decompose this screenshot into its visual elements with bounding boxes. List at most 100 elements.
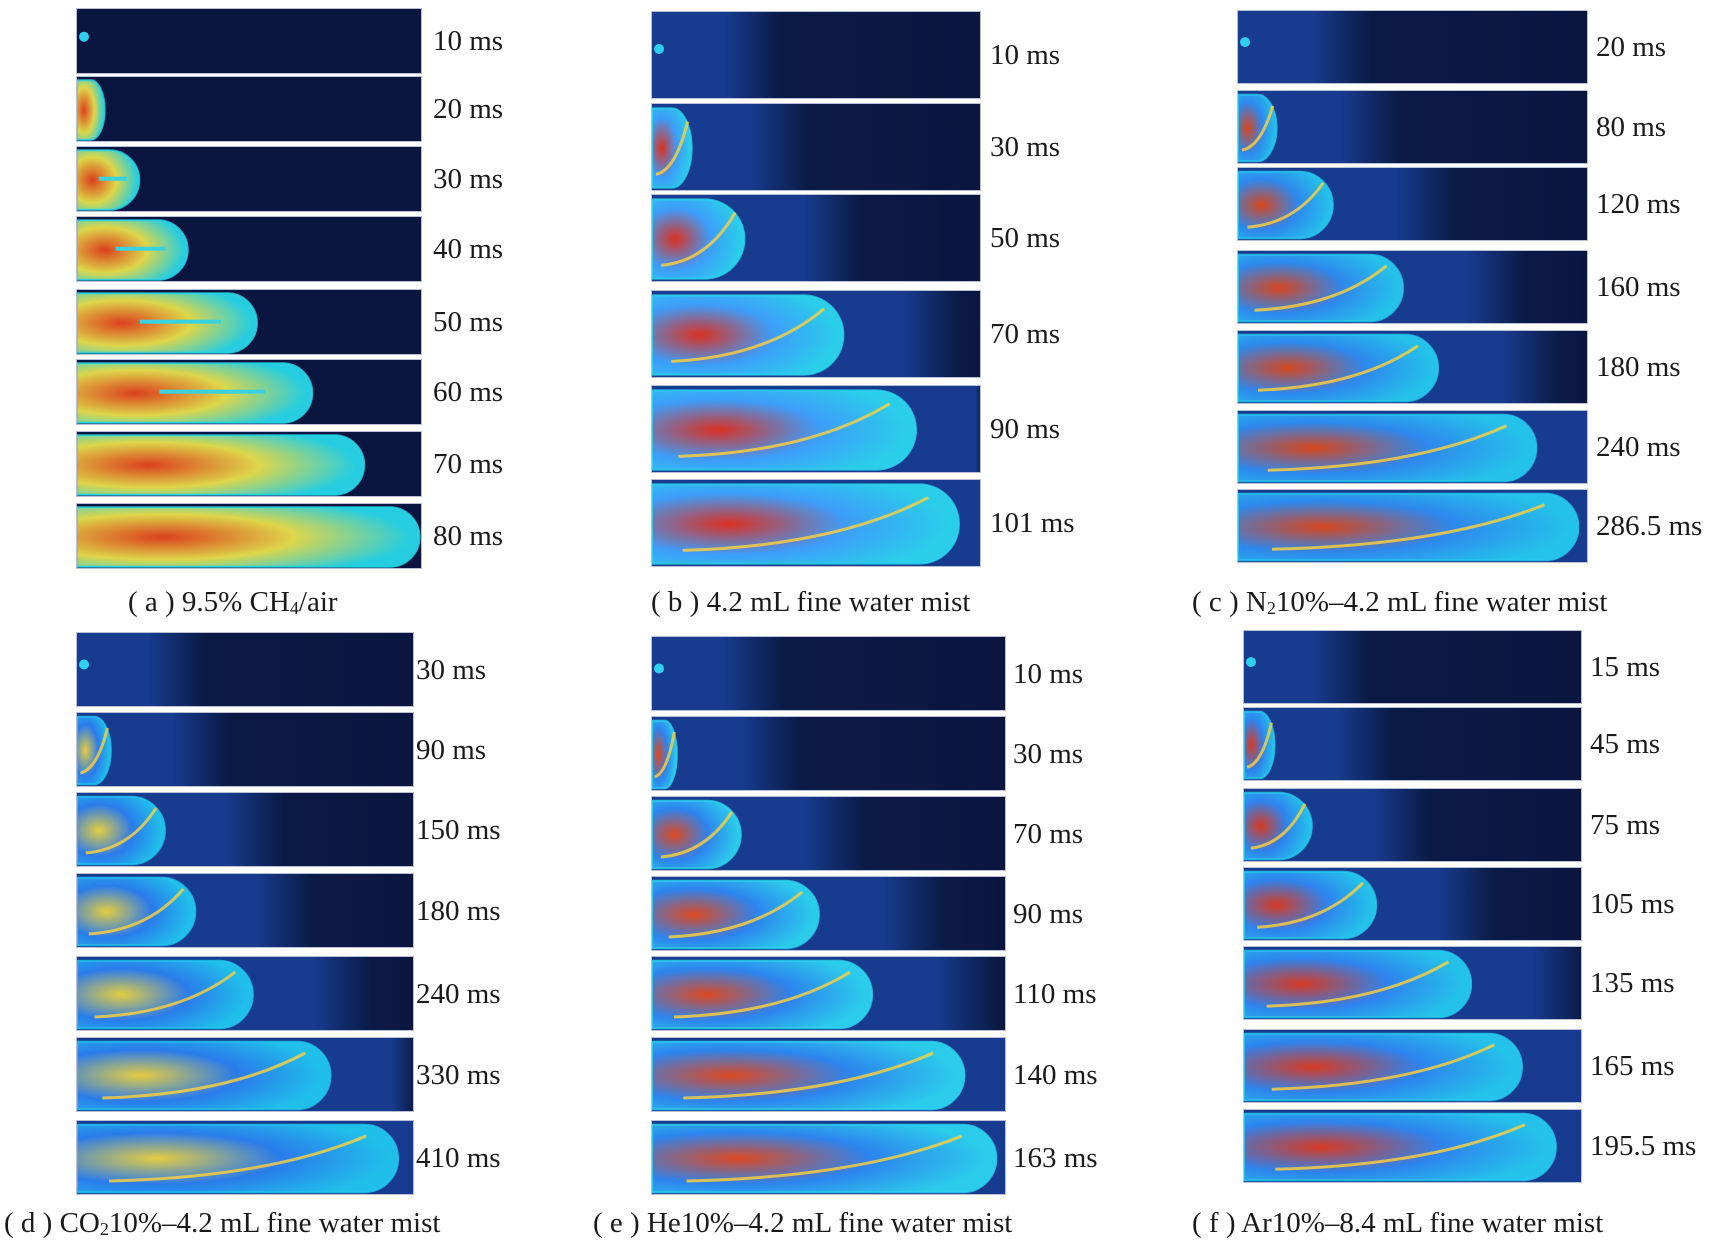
frame-time-label: 150 ms (416, 813, 501, 846)
flame-image (652, 291, 980, 377)
flame-frame (651, 385, 981, 473)
flame-image (77, 504, 421, 568)
frame-time-label: 240 ms (1596, 431, 1681, 463)
flame-frame (651, 1037, 1006, 1112)
frame-time-label: 30 ms (416, 653, 487, 686)
panel-caption: ( d ) CO210%–4.2 mL fine water mist (4, 1207, 441, 1239)
flame-frame (1243, 1109, 1582, 1183)
flame-frame (651, 796, 1006, 871)
frame-time-label: 30 ms (1013, 737, 1084, 770)
frame-time-label: 80 ms (1596, 111, 1667, 143)
flame-frame (76, 1120, 414, 1195)
frame-time-label: 15 ms (1590, 651, 1661, 683)
flame-image (1238, 91, 1587, 163)
flame-frame (1237, 489, 1588, 563)
frame-time-label: 10 ms (433, 25, 504, 57)
frame-time-label: 110 ms (1013, 977, 1097, 1010)
flame-image (652, 104, 980, 190)
flame-image (652, 480, 980, 566)
flame-frame (651, 636, 1006, 711)
flame-frame (651, 876, 1006, 951)
flame-frame (76, 503, 422, 569)
flame-frame (1243, 707, 1582, 781)
frame-time-label: 80 ms (433, 520, 504, 552)
flame-image (1244, 1030, 1581, 1102)
flame-image (1238, 168, 1587, 240)
flame-image (1244, 631, 1581, 703)
flame-image (1238, 490, 1587, 562)
flame-image (1238, 411, 1587, 483)
flame-image (1244, 947, 1581, 1019)
frame-time-label: 75 ms (1590, 809, 1661, 841)
flame-image (652, 877, 1005, 950)
flame-frame (651, 479, 981, 567)
flame-image (652, 717, 1005, 790)
flame-frame (1237, 410, 1588, 484)
flame-frame (651, 194, 981, 282)
flame-frame (76, 76, 422, 142)
frame-time-label: 60 ms (433, 376, 504, 408)
frame-time-label: 50 ms (433, 306, 504, 338)
flame-image (1244, 708, 1581, 780)
flame-frame (1237, 10, 1588, 84)
frame-time-label: 70 ms (433, 448, 504, 480)
flame-frame (1243, 1029, 1582, 1103)
flame-image (77, 77, 421, 141)
flame-frame (76, 289, 422, 355)
panel-caption: ( e ) He10%–4.2 mL fine water mist (593, 1207, 1013, 1239)
flame-frame (76, 632, 414, 707)
flame-frame (1243, 867, 1582, 941)
frame-time-label: 105 ms (1590, 888, 1675, 920)
flame-image (652, 195, 980, 281)
flame-frame (76, 873, 414, 948)
frame-time-label: 120 ms (1596, 188, 1681, 220)
flame-image (652, 797, 1005, 870)
flame-image (77, 217, 421, 281)
flame-frame (1243, 788, 1582, 862)
flame-frame (76, 216, 422, 282)
flame-image (77, 1038, 413, 1111)
flame-image (1238, 251, 1587, 323)
panel-caption: ( a ) 9.5% CH4/air (128, 586, 338, 618)
flame-image (652, 957, 1005, 1030)
panel-caption: ( b ) 4.2 mL fine water mist (651, 586, 971, 618)
frame-time-label: 20 ms (433, 93, 504, 125)
frame-time-label: 50 ms (990, 222, 1061, 254)
flame-frame (651, 290, 981, 378)
flame-image (77, 1121, 413, 1194)
flame-frame (1237, 250, 1588, 324)
frame-time-label: 90 ms (990, 413, 1061, 445)
panel-caption: ( f ) Ar10%–8.4 mL fine water mist (1192, 1207, 1604, 1239)
frame-time-label: 10 ms (1013, 657, 1084, 690)
flame-image (77, 290, 421, 354)
flame-frame (651, 103, 981, 191)
frame-time-label: 240 ms (416, 977, 501, 1010)
flame-image (652, 12, 980, 98)
flame-image (77, 713, 413, 786)
frame-time-label: 410 ms (416, 1141, 501, 1174)
flame-frame (76, 359, 422, 425)
frame-time-label: 10 ms (990, 39, 1061, 71)
flame-frame (76, 956, 414, 1031)
frame-time-label: 70 ms (990, 318, 1061, 350)
flame-frame (1237, 167, 1588, 241)
frame-time-label: 101 ms (990, 507, 1075, 539)
frame-time-label: 330 ms (416, 1058, 501, 1091)
flame-frame (651, 956, 1006, 1031)
flame-frame (651, 1120, 1006, 1195)
flame-frame (76, 712, 414, 787)
flame-image (77, 147, 421, 211)
frame-time-label: 70 ms (1013, 817, 1084, 850)
frame-time-label: 20 ms (1596, 31, 1667, 63)
flame-image (652, 637, 1005, 710)
frame-time-label: 195.5 ms (1590, 1130, 1697, 1162)
panel-caption: ( c ) N210%–4.2 mL fine water mist (1192, 586, 1608, 618)
flame-frame (651, 11, 981, 99)
frame-time-label: 30 ms (990, 131, 1061, 163)
flame-image (77, 633, 413, 706)
flame-frame (651, 716, 1006, 791)
flame-frame (76, 431, 422, 497)
flame-frame (76, 146, 422, 212)
flame-frame (1243, 630, 1582, 704)
frame-time-label: 286.5 ms (1596, 510, 1703, 542)
